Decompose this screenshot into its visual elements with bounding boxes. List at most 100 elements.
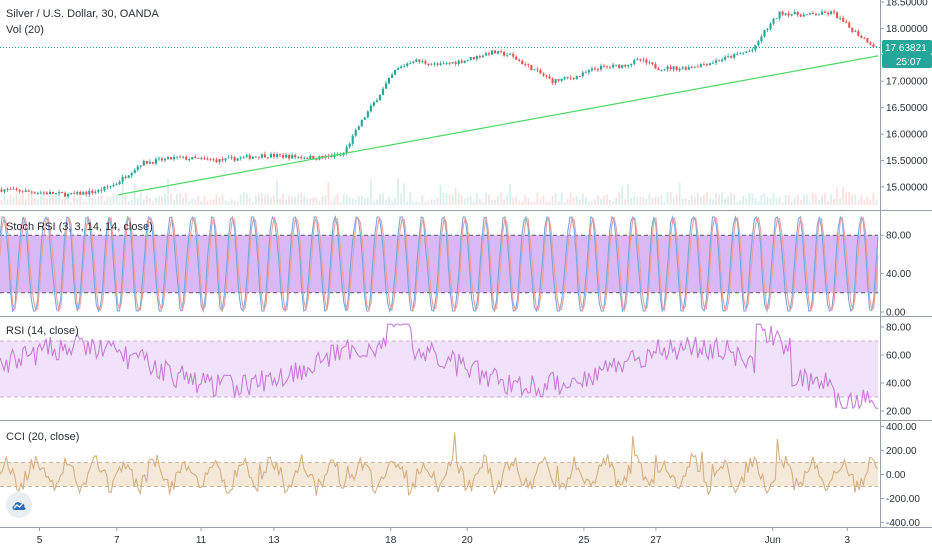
candle-body xyxy=(300,156,303,159)
volume-bar xyxy=(179,193,182,205)
volume-bar xyxy=(781,201,784,205)
volume-label[interactable]: Vol (20) xyxy=(6,24,44,36)
countdown-tag: 25:07 xyxy=(882,54,932,68)
volume-bar xyxy=(145,195,148,205)
candle-body xyxy=(708,63,712,66)
volume-bar xyxy=(164,193,166,205)
candle-body xyxy=(539,69,542,74)
candle-body xyxy=(70,193,73,194)
volume-bar xyxy=(857,200,860,205)
volume-bar xyxy=(851,195,854,205)
volume-bar xyxy=(818,200,820,205)
candle-body xyxy=(672,66,675,70)
volume-bar xyxy=(509,184,512,205)
candle-body xyxy=(64,192,67,197)
candle-body xyxy=(339,155,342,156)
volume-bar xyxy=(845,192,848,205)
candle-body xyxy=(615,64,618,66)
volume-bar xyxy=(799,199,802,205)
candle-body xyxy=(442,63,445,65)
volume-bar xyxy=(521,201,524,205)
candle-body xyxy=(51,191,55,194)
volume-bar xyxy=(230,199,233,205)
candle-body xyxy=(642,59,645,61)
candle-body xyxy=(660,69,663,71)
price-axis[interactable]: 18.5000018.0000017.5000017.0000016.50000… xyxy=(880,0,928,529)
rsi-line xyxy=(0,323,878,410)
candle-body xyxy=(275,154,279,157)
volume-bar xyxy=(106,197,109,205)
trendline[interactable] xyxy=(117,55,879,196)
candle-body xyxy=(469,57,472,60)
candle-body xyxy=(466,59,469,61)
volume-bar xyxy=(872,192,875,205)
candle-body xyxy=(6,189,9,190)
symbol-title[interactable]: Silver / U.S. Dollar, 30, OANDA xyxy=(6,8,159,20)
volume-bar xyxy=(778,197,781,205)
volume-bar xyxy=(587,201,590,205)
volume-bar xyxy=(769,199,772,205)
volume-bar xyxy=(339,201,342,205)
candle-body xyxy=(645,59,648,63)
volume-bar xyxy=(727,196,730,205)
volume-bar xyxy=(327,182,330,205)
time-axis[interactable]: 5 7 11 13 18 20 25 27 Jun 3 xyxy=(37,527,851,546)
volume-bar xyxy=(427,200,430,205)
candle-body xyxy=(711,62,715,64)
candle-body xyxy=(342,153,345,156)
candle-body xyxy=(733,53,736,58)
candle-body xyxy=(303,157,306,159)
candle-body xyxy=(12,188,15,190)
candle-body xyxy=(397,68,400,70)
last-price-tag: 17.63821 xyxy=(882,40,932,54)
candle-body xyxy=(781,11,784,15)
rsi-title[interactable]: RSI (14, close) xyxy=(6,325,79,337)
volume-bar xyxy=(397,178,400,205)
volume-bar xyxy=(409,192,412,205)
candle-body xyxy=(360,119,363,127)
volume-bar xyxy=(630,197,633,205)
volume-bar xyxy=(73,192,76,205)
volume-bar xyxy=(706,192,708,205)
volume-bar xyxy=(200,200,203,205)
candle-body xyxy=(684,67,687,70)
volume-bar xyxy=(176,193,179,205)
candle-body xyxy=(545,75,548,77)
candle-body xyxy=(775,18,778,20)
volume-bar xyxy=(491,200,493,205)
volume-bar xyxy=(233,200,236,205)
time-tick-label: 11 xyxy=(196,535,207,546)
candle-body xyxy=(106,186,109,188)
volume-bar xyxy=(330,200,333,205)
volume-bar xyxy=(463,198,466,205)
candle-body xyxy=(263,154,266,158)
cci-title[interactable]: CCI (20, close) xyxy=(6,431,79,443)
candle-body xyxy=(245,155,248,157)
candle-body xyxy=(596,68,600,70)
volume-bar xyxy=(309,198,312,205)
candle-body xyxy=(739,53,742,55)
volume-bar xyxy=(100,195,103,205)
volume-bar xyxy=(639,197,642,205)
candle-body xyxy=(814,13,817,16)
volume-bar xyxy=(345,195,348,205)
volume-bar xyxy=(270,197,272,205)
candle-body xyxy=(857,31,860,36)
volume-bar xyxy=(161,196,163,205)
candle-body xyxy=(251,157,254,159)
candle-body xyxy=(448,62,451,64)
volume-bar xyxy=(254,195,257,205)
candle-body xyxy=(863,37,866,39)
candle-body xyxy=(772,18,775,24)
volume-bar xyxy=(61,199,63,205)
candle-body xyxy=(315,159,318,161)
tradingview-logo[interactable] xyxy=(6,492,32,518)
candle-body xyxy=(784,13,787,15)
stoch-rsi-title[interactable]: Stoch RSI (3, 3, 14, 14, close) xyxy=(6,221,153,233)
volume-bar xyxy=(148,197,151,205)
volume-bar xyxy=(836,187,839,205)
volume-bar xyxy=(500,192,502,205)
candle-body xyxy=(351,135,354,144)
volume-bar xyxy=(524,195,527,205)
